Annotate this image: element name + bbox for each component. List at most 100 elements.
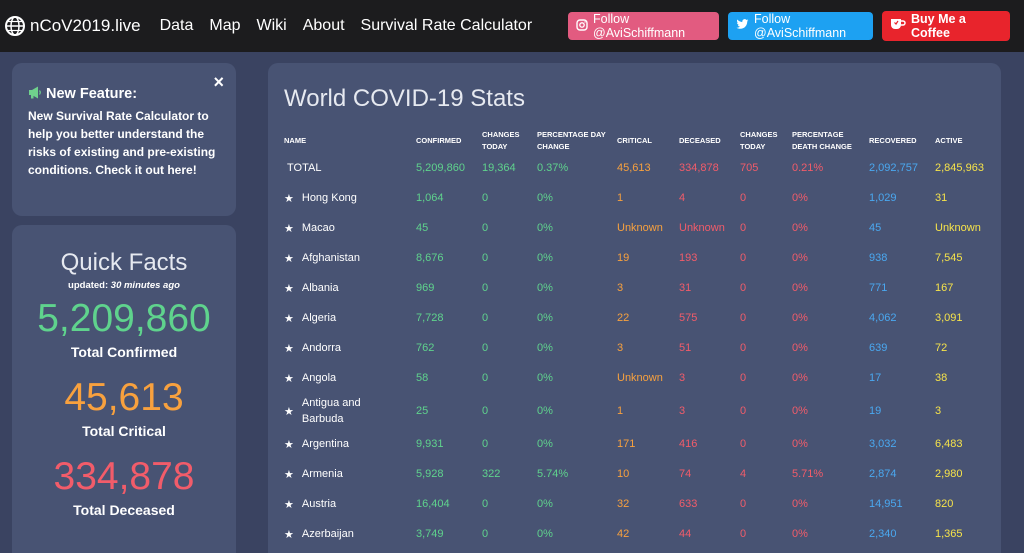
- stats-table-body: TOTAL 5,209,860 19,364 0.37% 45,613 334,878 70…: [284, 153, 1001, 549]
- star-icon[interactable]: ★: [284, 192, 294, 205]
- star-icon[interactable]: ★: [284, 438, 294, 451]
- cell-death-changes-today: 0: [740, 498, 747, 510]
- feature-cta-link[interactable]: Check it out here!: [95, 163, 197, 177]
- header-changes-today[interactable]: CHANGES TODAY: [482, 129, 520, 151]
- cell-active: 2,980: [935, 468, 963, 480]
- header-death-changes-today[interactable]: CHANGES TODAY: [740, 129, 778, 151]
- cell-deceased: 416: [679, 438, 698, 450]
- globe-icon: [5, 16, 25, 36]
- country-name-wrap: ★ Azerbaijan: [284, 526, 416, 542]
- table-row[interactable]: ★ Azerbaijan 3,749 0 0% 42 44 0 0% 2,340 1,365: [284, 519, 1001, 549]
- nav-link-survival-rate-calculator[interactable]: Survival Rate Calculator: [360, 17, 533, 34]
- star-icon[interactable]: ★: [284, 528, 294, 541]
- country-name: Armenia: [301, 468, 343, 480]
- header-deceased[interactable]: DECEASED: [679, 135, 721, 145]
- country-name-cell: ★ Hong Kong: [284, 183, 416, 213]
- table-row[interactable]: ★ Antigua and Barbuda 25 0 0% 1 3 0 0% 19 3: [284, 393, 1001, 429]
- nav-link-about[interactable]: About: [302, 17, 345, 34]
- cell-recovered: 1,029: [869, 192, 897, 204]
- total-deceased-value: 334,878: [53, 455, 195, 498]
- instagram-follow-button[interactable]: Follow @AviSchiffmann: [568, 12, 719, 40]
- header-name[interactable]: NAME: [284, 135, 307, 145]
- close-icon[interactable]: ×: [213, 72, 224, 92]
- cell-critical: 3: [617, 282, 624, 294]
- star-icon[interactable]: ★: [284, 312, 294, 325]
- star-icon[interactable]: ★: [284, 222, 294, 235]
- country-name-cell: ★ Armenia: [284, 459, 416, 489]
- country-name-cell: ★ Albania: [284, 273, 416, 303]
- country-name-wrap: ★ Antigua and Barbuda: [284, 395, 416, 427]
- cell-changes-today: 0: [482, 252, 489, 264]
- country-name-wrap: ★ Armenia: [284, 466, 416, 482]
- cell-deceased: 74: [679, 468, 692, 480]
- country-name: Argentina: [301, 438, 349, 450]
- cell-recovered: 2,340: [869, 528, 897, 540]
- header-active[interactable]: ACTIVE: [935, 135, 963, 145]
- brand[interactable]: nCoV2019.live: [4, 15, 141, 37]
- country-name: Macao: [301, 222, 335, 234]
- table-row[interactable]: ★ Argentina 9,931 0 0% 171 416 0 0% 3,032 6,483: [284, 429, 1001, 459]
- star-icon[interactable]: ★: [284, 498, 294, 511]
- nav-link-map[interactable]: Map: [209, 17, 241, 34]
- cell-deceased: 51: [679, 342, 692, 354]
- cell-active: Unknown: [935, 222, 981, 234]
- star-icon[interactable]: ★: [284, 282, 294, 295]
- total-deceased-label: Total Deceased: [73, 502, 175, 518]
- new-feature-card: × New Feature: New Survival Rate Calcula…: [12, 63, 236, 216]
- cell-recovered: 17: [869, 372, 882, 384]
- cell-percentage-death-change: 0%: [792, 222, 808, 234]
- star-icon[interactable]: ★: [284, 405, 294, 418]
- cell-deceased: 575: [679, 312, 698, 324]
- cell-critical: 32: [617, 498, 630, 510]
- quick-facts-card: Quick Facts updated: 30 minutes ago 5,20…: [12, 225, 236, 553]
- country-name-cell: ★ Austria: [284, 489, 416, 519]
- cell-critical: 22: [617, 312, 630, 324]
- star-icon[interactable]: ★: [284, 372, 294, 385]
- country-name-cell: ★ Antigua and Barbuda: [284, 393, 416, 429]
- cell-deceased: 334,878: [679, 162, 719, 174]
- star-icon[interactable]: ★: [284, 342, 294, 355]
- cell-confirmed: 969: [416, 282, 435, 294]
- header-critical[interactable]: CRITICAL: [617, 135, 652, 145]
- table-row[interactable]: ★ Armenia 5,928 322 5.74% 10 74 4 5.71% 2,874 2,98…: [284, 459, 1001, 489]
- buy-me-a-coffee-button[interactable]: Buy Me a Coffee: [882, 11, 1010, 41]
- cell-percentage-day-change: 0%: [537, 252, 553, 264]
- cell-recovered: 3,032: [869, 438, 897, 450]
- cell-confirmed: 5,928: [416, 468, 444, 480]
- table-row[interactable]: ★ Austria 16,404 0 0% 32 633 0 0% 14,951 820: [284, 489, 1001, 519]
- header-percentage-day-change[interactable]: PERCENTAGE DAY CHANGE: [537, 129, 606, 151]
- header-percentage-death-change[interactable]: PERCENTAGE DEATH CHANGE: [792, 129, 852, 151]
- cell-critical: 3: [617, 342, 624, 354]
- cell-percentage-day-change: 0%: [537, 498, 553, 510]
- table-row[interactable]: ★ Afghanistan 8,676 0 0% 19 193 0 0% 938 7,545: [284, 243, 1001, 273]
- country-name-cell: ★ Afghanistan: [284, 243, 416, 273]
- header-confirmed[interactable]: CONFIRMED: [416, 135, 462, 145]
- nav-link-wiki[interactable]: Wiki: [256, 17, 287, 34]
- table-row[interactable]: ★ Albania 969 0 0% 3 31 0 0% 771 167: [284, 273, 1001, 303]
- cell-recovered: 771: [869, 282, 888, 294]
- quick-facts-title: Quick Facts: [60, 249, 188, 276]
- top-navbar: nCoV2019.live Data Map Wiki About Surviv…: [0, 0, 1024, 52]
- country-name: Andorra: [301, 342, 342, 354]
- table-row[interactable]: ★ Macao 45 0 0% Unknown Unknown 0 0% 45 Unknown: [284, 213, 1001, 243]
- country-name-wrap: ★ Afghanistan: [284, 250, 416, 266]
- star-icon[interactable]: ★: [284, 468, 294, 481]
- table-row[interactable]: ★ Andorra 762 0 0% 3 51 0 0% 639 72: [284, 333, 1001, 363]
- table-row[interactable]: ★ Angola 58 0 0% Unknown 3 0 0% 17 38: [284, 363, 1001, 393]
- table-row[interactable]: ★ Algeria 7,728 0 0% 22 575 0 0% 4,062 3,091: [284, 303, 1001, 333]
- table-row[interactable]: TOTAL 5,209,860 19,364 0.37% 45,613 334,878 70…: [284, 153, 1001, 183]
- twitter-follow-button[interactable]: Follow @AviSchiffmann: [728, 12, 873, 40]
- cell-death-changes-today: 4: [740, 468, 747, 480]
- table-row[interactable]: ★ Hong Kong 1,064 0 0% 1 4 0 0% 1,029 31: [284, 183, 1001, 213]
- twitter-follow-label: Follow @AviSchiffmann: [754, 12, 847, 40]
- cell-critical: Unknown: [617, 222, 663, 234]
- cell-changes-today: 0: [482, 342, 489, 354]
- star-icon[interactable]: ★: [284, 252, 294, 265]
- total-confirmed-label: Total Confirmed: [70, 344, 178, 360]
- header-recovered[interactable]: RECOVERED: [869, 135, 917, 145]
- country-name-cell: ★ Argentina: [284, 429, 416, 459]
- cell-recovered: 45: [869, 222, 882, 234]
- stats-table: NAME CONFIRMED CHANGES TODAY PERCENTAGE …: [284, 128, 1001, 549]
- cell-changes-today: 0: [482, 222, 489, 234]
- nav-link-data[interactable]: Data: [159, 17, 194, 34]
